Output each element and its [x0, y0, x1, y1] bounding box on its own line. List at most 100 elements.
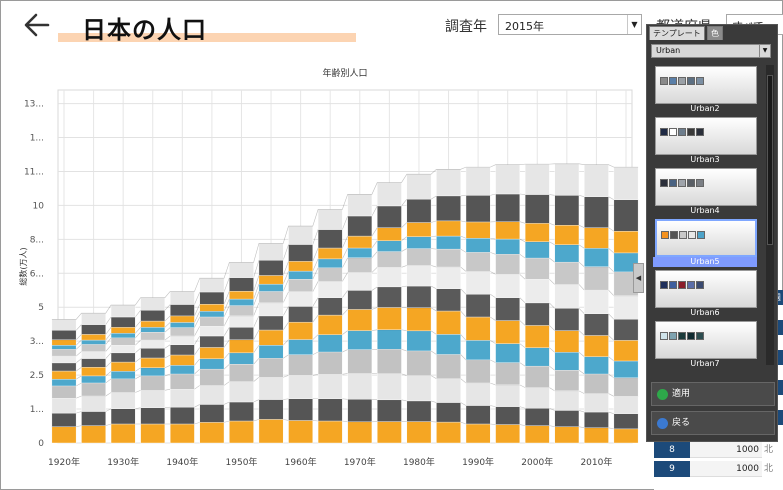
- stack-bar-segment: [140, 332, 166, 341]
- color-swatch: [660, 77, 668, 85]
- stack-bar-segment: [436, 310, 461, 335]
- stack-bar-segment: [288, 354, 313, 376]
- stack-bar-segment: [199, 291, 225, 305]
- stack-bar-segment: [81, 375, 106, 384]
- stack-bar-segment: [584, 427, 609, 444]
- stack-bar-segment: [495, 424, 521, 444]
- stack-bar-segment: [406, 222, 432, 237]
- x-tick-label: 1960年: [285, 456, 317, 468]
- y-tick-label: 3...: [30, 337, 44, 347]
- table-row: 8 1000 北: [654, 442, 783, 459]
- stack-bar-segment: [317, 258, 343, 269]
- theme-item[interactable]: Urban6: [653, 267, 761, 318]
- y-tick-label: 10: [33, 201, 45, 211]
- stack-bar-segment: [288, 225, 313, 245]
- stack-bar-segment: [288, 270, 313, 280]
- stack-bar-segment: [140, 367, 166, 377]
- stack-bar-segment: [377, 307, 402, 330]
- chevron-down-icon[interactable]: ▼: [627, 15, 641, 34]
- stack-bar-segment: [258, 345, 284, 359]
- stack-bar-segment: [465, 293, 491, 318]
- stack-bar-segment: [524, 425, 550, 444]
- page-title: 日本の人口: [82, 16, 207, 44]
- stack-bar-segment: [465, 340, 491, 361]
- stack-bar-segment: [584, 289, 609, 314]
- theme-item[interactable]: Urban5: [653, 216, 761, 267]
- x-tick-label: 2010年: [580, 456, 612, 468]
- return-button[interactable]: 戻る: [651, 411, 775, 435]
- stack-bar-segment: [51, 397, 77, 414]
- stack-bar-segment: [81, 339, 106, 345]
- stack-bar-segment: [524, 408, 550, 426]
- stack-bar-segment: [140, 375, 166, 391]
- stack-bar-segment: [436, 334, 461, 355]
- stack-bar-segment: [613, 295, 639, 320]
- stack-bar-segment: [465, 166, 491, 196]
- x-tick-label: 1920年: [48, 456, 80, 468]
- chevron-down-icon[interactable]: ▼: [759, 45, 770, 57]
- theme-tabs: テンプレート 色: [647, 25, 779, 40]
- theme-item[interactable]: Urban7: [653, 318, 761, 369]
- stack-bar-segment: [81, 344, 106, 352]
- color-swatch: [678, 179, 686, 187]
- theme-item[interactable]: Urban4: [653, 165, 761, 216]
- stack-bar-segment: [288, 244, 313, 262]
- back-arrow-icon[interactable]: [22, 10, 52, 40]
- stack-bar-segment: [584, 196, 609, 228]
- y-tick-label: 1...: [30, 405, 44, 415]
- stack-bar-segment: [406, 307, 432, 332]
- scrollbar-thumb[interactable]: [767, 75, 773, 245]
- stack-bar-segment: [199, 311, 225, 318]
- stack-bar-segment: [229, 364, 254, 382]
- stack-bar-segment: [51, 370, 77, 380]
- theme-name: Urban2: [690, 104, 720, 113]
- stack-bar-segment: [406, 400, 432, 422]
- stack-bar-segment: [465, 405, 491, 425]
- stack-bar-segment: [584, 335, 609, 357]
- stack-bar-segment: [110, 333, 136, 339]
- stack-bar-segment: [377, 251, 402, 268]
- color-swatch: [696, 281, 704, 289]
- stack-bar-segment: [584, 227, 609, 249]
- theme-select[interactable]: Urban ▼: [651, 44, 771, 58]
- stack-bar-segment: [288, 339, 313, 355]
- stack-bar-segment: [229, 298, 254, 306]
- stack-bar-segment: [258, 329, 284, 346]
- year-label: 調査年: [445, 19, 487, 35]
- collapse-panel-icon[interactable]: ◀: [633, 263, 644, 293]
- stack-bar-segment: [81, 382, 106, 397]
- stack-bar-segment: [110, 316, 136, 328]
- stack-bar-segment: [51, 426, 77, 444]
- theme-name: Urban5: [653, 257, 757, 267]
- stack-bar-segment: [584, 411, 609, 428]
- apply-button-label: 適用: [672, 389, 691, 399]
- tab-color[interactable]: 色: [707, 26, 723, 40]
- stack-bar-segment: [554, 195, 580, 226]
- color-swatch: [669, 77, 677, 85]
- color-swatch: [696, 77, 704, 85]
- theme-panel: テンプレート 色 Urban ▼ Urban2 Urban3 Urban4 Urban…: [646, 24, 778, 442]
- theme-item[interactable]: Urban2: [653, 63, 761, 114]
- stack-bar-segment: [317, 420, 343, 444]
- color-swatch: [660, 281, 668, 289]
- tab-template[interactable]: テンプレート: [649, 26, 705, 40]
- stack-bar-segment: [51, 349, 77, 357]
- y-tick-label: 0: [38, 439, 44, 449]
- stack-bar-segment: [495, 193, 521, 222]
- stack-bar-segment: [140, 339, 166, 349]
- stack-bar-segment: [317, 281, 343, 298]
- stack-bar-segment: [81, 411, 106, 426]
- theme-item[interactable]: Urban3: [653, 114, 761, 165]
- stack-bar-segment: [199, 368, 225, 386]
- stack-bar-segment: [199, 385, 225, 405]
- year-select[interactable]: 2015年 ▼: [498, 14, 642, 35]
- apply-button[interactable]: 適用: [651, 382, 775, 406]
- stack-bar-segment: [465, 359, 491, 384]
- stack-bar-segment: [613, 340, 639, 362]
- stack-bar-segment: [465, 238, 491, 253]
- stack-bar-segment: [199, 347, 225, 360]
- stack-bar-segment: [169, 423, 195, 444]
- stack-bar-segment: [347, 330, 373, 350]
- row-text: 北: [764, 445, 774, 455]
- stack-bar-segment: [495, 343, 521, 363]
